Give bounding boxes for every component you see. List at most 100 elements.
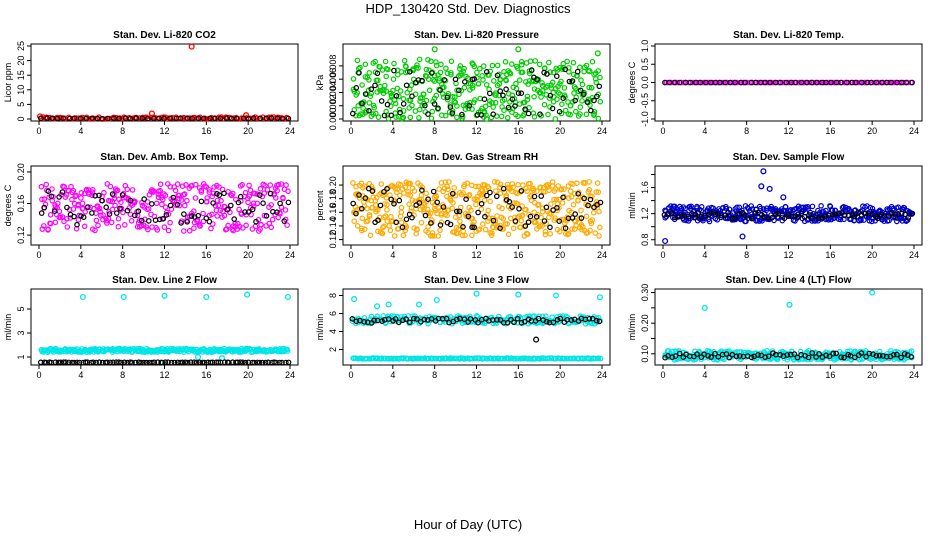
data-point — [181, 228, 187, 234]
data-point — [532, 219, 539, 226]
y-tick-label: 0.10 — [640, 345, 650, 363]
data-point — [416, 56, 423, 63]
data-point — [64, 216, 70, 222]
x-tick-label: 24 — [285, 250, 295, 260]
y-tick-label: 0.20 — [328, 176, 338, 194]
x-tick-label: 16 — [201, 126, 211, 136]
data-point — [168, 359, 175, 366]
data-point — [399, 224, 406, 231]
data-point — [416, 106, 423, 113]
data-point — [471, 63, 478, 70]
x-tick-label: 4 — [702, 126, 707, 136]
y-tick-label: 15 — [16, 70, 26, 80]
data-point — [281, 218, 288, 224]
data-point — [418, 192, 425, 199]
data-point — [105, 115, 111, 122]
data-point — [388, 213, 394, 220]
data-point — [451, 185, 458, 191]
data-point — [56, 208, 63, 215]
data-point — [163, 212, 170, 218]
data-point — [451, 94, 458, 100]
data-point — [687, 79, 694, 86]
data-point — [829, 211, 836, 218]
x-tick-label: 4 — [702, 250, 707, 260]
data-point — [249, 359, 256, 366]
data-point — [275, 181, 282, 188]
data-point — [136, 359, 142, 366]
data-point — [388, 196, 395, 203]
data-point — [183, 182, 189, 188]
data-point — [522, 318, 528, 325]
data-point — [99, 197, 106, 204]
data-point — [258, 221, 264, 228]
data-point — [512, 103, 518, 109]
data-point — [60, 359, 67, 366]
data-point — [491, 179, 498, 185]
data-point — [516, 206, 522, 212]
series-2 — [37, 359, 292, 366]
data-point — [560, 225, 567, 232]
data-point — [68, 183, 74, 190]
data-point — [366, 70, 373, 76]
data-point — [70, 206, 77, 212]
data-point — [874, 215, 881, 222]
data-point — [524, 231, 531, 238]
data-point — [89, 210, 95, 216]
data-point — [89, 192, 95, 199]
data-point — [402, 184, 409, 191]
data-point — [208, 225, 214, 232]
data-point — [557, 315, 564, 322]
data-point — [385, 316, 392, 322]
data-point — [47, 220, 54, 227]
data-point — [866, 218, 873, 224]
data-point — [476, 226, 483, 233]
data-point — [688, 203, 695, 210]
data-point — [589, 217, 596, 223]
data-point — [428, 115, 435, 122]
data-point — [285, 359, 292, 366]
data-point — [492, 99, 499, 106]
y-axis-label: degrees C — [627, 61, 637, 103]
y-tick-label: 0.006 — [328, 68, 338, 91]
data-point — [494, 317, 500, 323]
data-point — [394, 186, 401, 192]
data-point — [108, 219, 115, 226]
data-point — [595, 189, 602, 195]
data-point — [215, 202, 222, 209]
outlier-point — [194, 353, 202, 361]
data-point — [84, 359, 91, 366]
data-point — [136, 217, 143, 224]
data-point — [167, 219, 173, 226]
data-point — [500, 216, 507, 222]
data-point — [187, 346, 193, 353]
data-point — [280, 194, 286, 201]
data-point — [237, 193, 244, 200]
outlier-point — [188, 43, 195, 50]
data-point — [492, 92, 499, 99]
data-point — [559, 200, 566, 206]
x-tick-label: 4 — [78, 126, 83, 136]
data-point — [672, 353, 679, 359]
data-point — [538, 94, 544, 100]
data-point — [361, 183, 368, 189]
y-tick-label: 0.20 — [640, 314, 650, 332]
figure-title: HDP_130420 Std. Dev. Diagnostics — [365, 1, 571, 16]
data-point — [515, 181, 521, 188]
data-point — [408, 208, 414, 215]
data-point — [535, 315, 542, 322]
data-point — [253, 218, 259, 225]
data-point — [481, 96, 488, 103]
data-point — [423, 190, 430, 197]
panel-9: Stan. Dev. Line 4 (LT) Flow ml/min 0 4 8 12 16… — [627, 275, 923, 380]
panel-2: Stan. Dev. Li-820 Pressure kPa 0 4 8 12 16 20 24… — [315, 30, 611, 136]
data-point — [543, 313, 549, 320]
data-point — [549, 105, 556, 112]
data-point — [749, 206, 756, 212]
data-point — [442, 112, 449, 119]
data-point — [45, 226, 52, 233]
data-point — [576, 64, 583, 71]
data-point — [809, 203, 816, 210]
data-point — [76, 359, 83, 366]
data-point — [396, 192, 403, 199]
data-point — [509, 96, 516, 103]
